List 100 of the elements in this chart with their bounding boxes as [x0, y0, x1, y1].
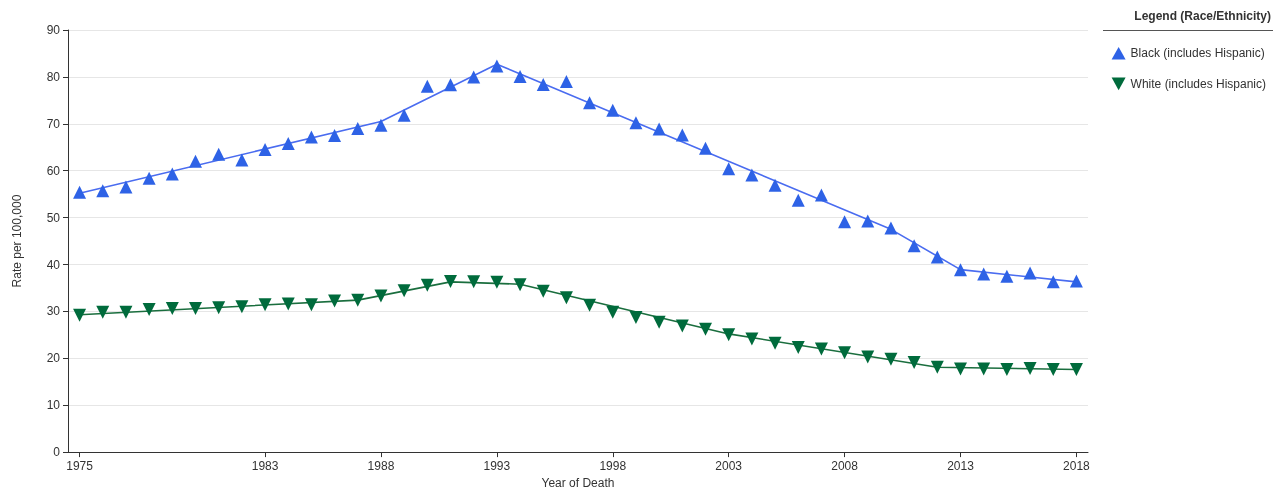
y-tick-label: 20	[46, 351, 61, 366]
point	[791, 193, 805, 207]
point	[328, 294, 342, 308]
point	[722, 162, 736, 176]
point	[467, 275, 481, 289]
point	[907, 356, 921, 370]
point	[1000, 269, 1014, 283]
x-tick-label: 2013	[947, 459, 975, 474]
point	[351, 293, 365, 307]
point	[397, 284, 411, 298]
point	[884, 221, 898, 235]
point	[467, 70, 481, 84]
y-tick-label: 10	[46, 398, 61, 413]
point	[165, 167, 179, 181]
point	[954, 263, 967, 277]
point	[258, 298, 272, 312]
point	[699, 141, 712, 155]
point	[513, 278, 527, 292]
x-tick-label: 1998	[599, 459, 627, 474]
y-tick-label: 70	[46, 116, 61, 131]
point	[606, 305, 620, 319]
point	[119, 180, 133, 194]
point	[444, 274, 457, 288]
point	[513, 69, 527, 83]
point	[1069, 274, 1083, 288]
y-tick-label: 40	[46, 257, 61, 272]
point	[397, 108, 411, 122]
point	[954, 362, 967, 376]
point	[814, 188, 828, 202]
point	[1046, 275, 1060, 289]
point	[1000, 363, 1014, 377]
point	[490, 275, 504, 289]
y-axis-title: Rate per 100,000	[10, 194, 24, 288]
point	[838, 346, 852, 360]
point	[652, 122, 666, 136]
point	[444, 78, 457, 92]
point	[583, 298, 597, 312]
point	[328, 129, 342, 143]
legend-label: Black (includes Hispanic)	[1130, 46, 1265, 61]
point	[1046, 363, 1060, 377]
point	[791, 341, 805, 355]
x-tick-label: 2008	[831, 459, 859, 474]
point	[304, 298, 318, 312]
x-tick-label: 1975	[66, 459, 94, 474]
point	[189, 302, 202, 316]
y-tick-label: 30	[46, 304, 61, 319]
point	[559, 291, 573, 305]
point	[212, 147, 226, 161]
point	[235, 300, 249, 314]
y-tick-label: 80	[46, 69, 61, 84]
point	[142, 171, 156, 185]
point	[861, 350, 875, 364]
x-tick-label: 2018	[1063, 459, 1091, 474]
point	[1023, 266, 1037, 280]
x-tick-label: 1983	[251, 459, 279, 474]
point	[838, 215, 852, 229]
point	[1023, 362, 1037, 376]
point	[490, 59, 504, 73]
point	[1069, 363, 1083, 377]
point	[212, 301, 226, 315]
y-tick-label: 60	[46, 163, 61, 178]
point	[258, 143, 272, 157]
point	[629, 116, 643, 130]
point	[745, 332, 759, 346]
point	[629, 311, 643, 324]
x-tick-label: 1988	[367, 459, 395, 474]
point	[675, 319, 689, 333]
point	[559, 75, 573, 89]
point	[73, 185, 87, 199]
point	[977, 362, 991, 376]
point	[930, 250, 944, 264]
point	[281, 297, 295, 311]
point	[675, 128, 689, 142]
point	[699, 322, 712, 336]
point	[745, 168, 759, 182]
point	[536, 284, 550, 298]
point	[73, 308, 87, 322]
y-tick-label: 0	[53, 445, 61, 460]
point	[907, 239, 921, 253]
point	[583, 96, 597, 110]
point	[814, 342, 828, 356]
point	[420, 79, 434, 93]
point	[722, 328, 736, 342]
point	[977, 267, 991, 281]
point	[768, 178, 782, 192]
point	[420, 278, 434, 292]
point	[374, 289, 388, 303]
point	[165, 302, 179, 316]
x-tick-label: 2003	[715, 459, 743, 474]
point	[536, 77, 550, 91]
point	[930, 360, 944, 374]
point	[281, 137, 295, 150]
point	[606, 103, 620, 117]
point	[884, 352, 898, 366]
point	[189, 154, 202, 168]
point	[861, 214, 875, 228]
legend-label: White (includes Hispanic)	[1130, 76, 1267, 91]
point	[652, 315, 666, 329]
x-tick-label: 1993	[483, 459, 511, 474]
x-axis-title: Year of Death	[541, 476, 615, 490]
